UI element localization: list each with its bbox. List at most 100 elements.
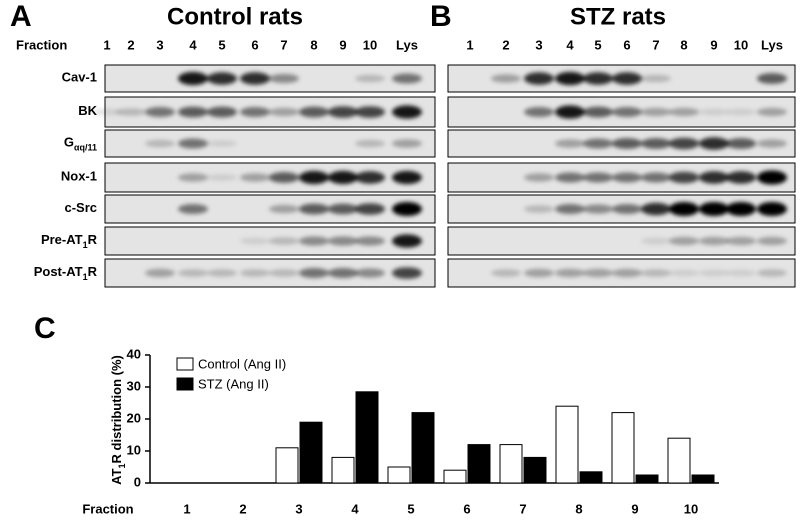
blot-band [328,106,358,118]
fraction-label: 6 [251,37,258,52]
blot-band [555,71,585,86]
blot-band [699,108,729,116]
blot-band [328,203,358,215]
blot-band [524,173,554,182]
bar [387,466,411,484]
blot-band [178,138,208,149]
blot-band [491,269,521,277]
blot-bands [145,138,422,149]
blot-band [524,268,554,278]
bar [691,474,715,484]
bar [331,456,355,484]
panel-title: Control rats [167,3,303,30]
blot-band [726,138,756,149]
blot-band [583,204,613,214]
fraction-label: 5 [218,37,225,52]
blot-band [583,106,613,118]
blot-band [240,269,270,277]
fraction-label: 4 [566,37,574,52]
blot-bands [524,202,787,216]
panel-label: A [10,0,32,33]
fraction-label: 1 [466,37,473,52]
blot-band [207,106,237,118]
blot-band [240,72,270,85]
blot-band [669,269,699,277]
fraction-label: Lys [761,37,783,52]
blot-band [612,107,642,117]
blot-band [207,140,237,147]
blot-band [726,108,756,116]
blot-band [178,106,208,118]
fraction-label: 8 [310,37,317,52]
blot-band [726,269,756,277]
x-tick-label: 6 [463,501,470,516]
fraction-label: 7 [652,37,659,52]
x-tick-label: 1 [183,501,190,516]
blot-row-label-base: c-Src [64,200,97,215]
legend-label: Control (Ang II) [198,356,286,371]
blot-row-label-tail: R [88,232,98,247]
blot-band [699,269,729,277]
blot-band [669,107,699,117]
blot-band [92,108,122,116]
panel-label: C [34,312,56,345]
blot-band [612,204,642,214]
blot-row-label-base: Cav-1 [62,70,97,85]
fraction-label: Lys [396,37,418,52]
panel-label: B [430,0,452,33]
blot-band [328,268,358,278]
fraction-label: 7 [280,37,287,52]
blot-band [178,71,208,86]
blot-band [583,172,613,183]
blot-bands [555,137,787,150]
blot-band [757,269,787,277]
blot-band [269,172,299,183]
blot-row-label: Nox-1 [61,169,97,184]
blot-band [355,236,385,246]
blot-band [555,105,585,119]
blot-row-label-sub: 1 [83,272,88,282]
blot-bands [178,170,422,185]
x-tick-label: 7 [519,501,526,516]
blot-band [641,138,671,149]
bar [579,471,603,484]
fraction-label: 2 [127,37,134,52]
blot-band [612,72,642,85]
blot-band [583,268,613,278]
blot-band [641,74,671,83]
blot-row-label-base: Pre-AT [41,232,83,247]
bar [555,405,579,484]
x-tick-label: 4 [351,501,359,516]
bar [355,391,379,484]
bar [411,412,435,484]
blot-bands [145,267,422,279]
blot-band [699,202,729,216]
blot-band [145,268,175,278]
blot-band [491,74,521,83]
y-tick-label: 30 [127,378,141,393]
blot-bands [491,71,787,86]
blot-bands [641,236,787,246]
blot-band [355,268,385,278]
fraction-label: 4 [189,37,197,52]
blot-band [641,269,671,277]
blot-band [392,267,422,279]
blot-band [392,73,422,84]
blot-band [328,170,358,185]
bar [667,437,691,484]
blot-band [524,72,554,85]
blot-row-label: Gαq/11 [64,135,97,153]
blot-band [726,202,756,216]
blot-band [355,139,385,148]
blot-band [555,268,585,278]
blot-row-label: Pre-AT1R [41,232,98,250]
blot-bands [92,105,422,119]
blot-band [555,139,585,148]
blot-band [641,172,671,183]
bar [611,412,635,484]
blot-band [240,107,270,117]
blot-band [392,105,422,119]
legend-swatch [176,357,194,371]
blot-band [612,138,642,149]
blot-band [641,237,671,245]
